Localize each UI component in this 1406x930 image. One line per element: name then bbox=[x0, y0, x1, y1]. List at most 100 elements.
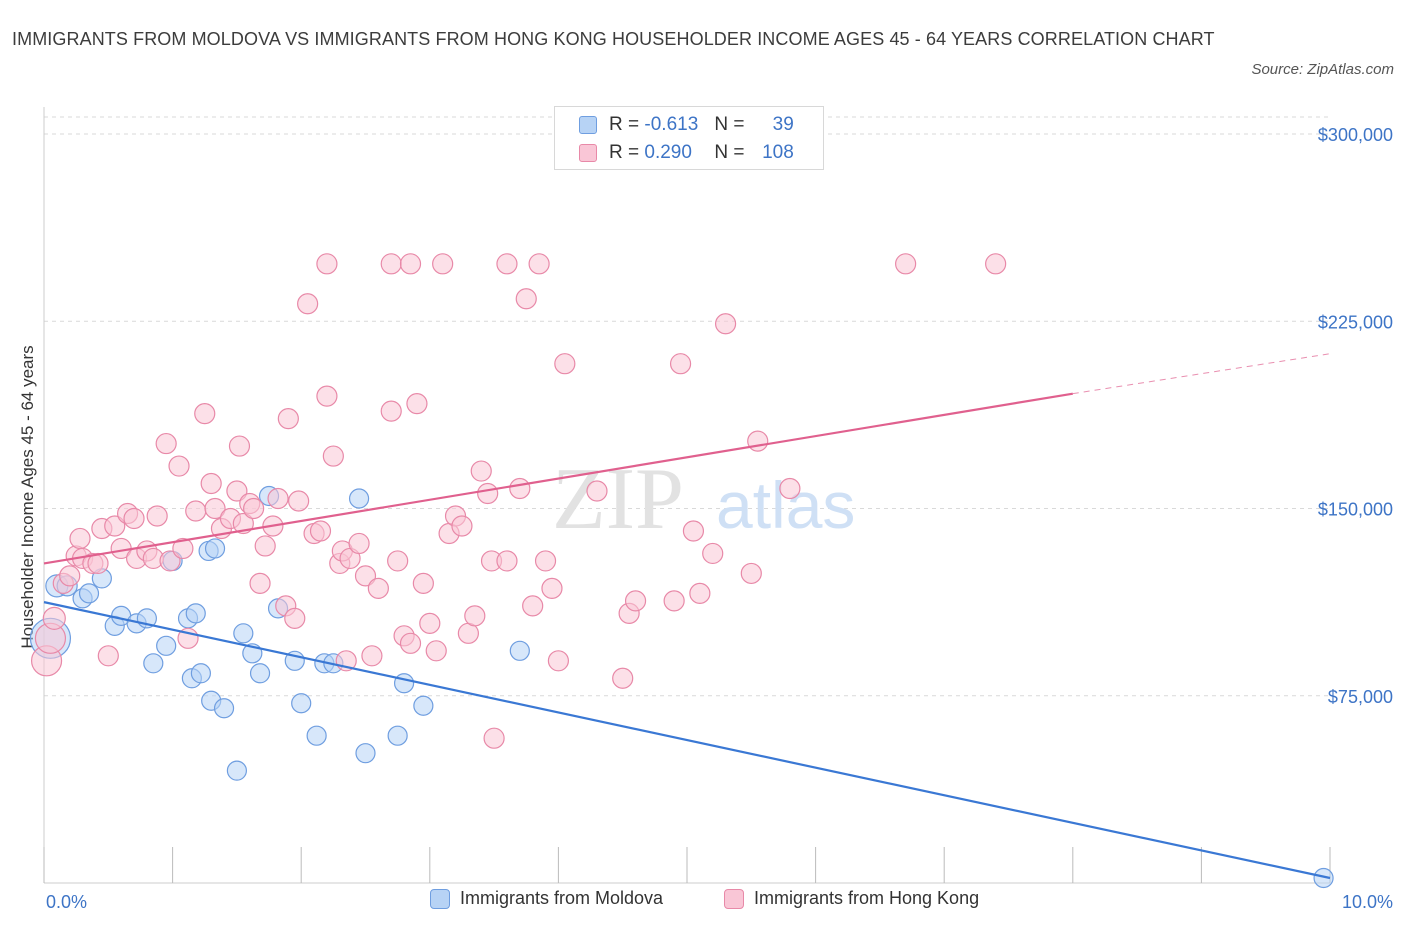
point-hongkong bbox=[682, 520, 705, 542]
point-hongkong bbox=[104, 515, 126, 537]
legend-r-value: -0.613 bbox=[644, 114, 699, 135]
point-hongkong bbox=[419, 612, 441, 634]
chart-title: IMMIGRANTS FROM MOLDOVA VS IMMIGRANTS FR… bbox=[12, 29, 1215, 49]
point-moldova bbox=[306, 725, 327, 746]
point-hongkong bbox=[159, 550, 181, 572]
point-hongkong bbox=[354, 565, 377, 587]
point-hongkong bbox=[380, 253, 402, 275]
legend-swatch bbox=[430, 888, 450, 909]
legend-swatch-hongkong bbox=[579, 144, 597, 162]
point-hongkong bbox=[477, 482, 499, 505]
point-hongkong bbox=[297, 293, 319, 315]
point-hongkong bbox=[155, 432, 177, 455]
point-hongkong bbox=[277, 408, 299, 430]
point-hongkong bbox=[496, 253, 518, 275]
point-hongkong bbox=[470, 460, 492, 482]
watermark-zip: ZIP bbox=[552, 451, 684, 548]
legend-item-moldova[interactable]: Immigrants from Moldova bbox=[430, 888, 663, 909]
point-hongkong bbox=[172, 537, 194, 560]
point-hongkong bbox=[612, 667, 634, 689]
point-hongkong bbox=[232, 512, 254, 535]
point-hongkong bbox=[69, 527, 91, 550]
point-hongkong bbox=[226, 480, 248, 502]
point-hongkong bbox=[406, 393, 428, 415]
point-hongkong bbox=[432, 253, 454, 275]
legend-n-value: 108 bbox=[762, 142, 794, 163]
trend-lines bbox=[43, 353, 1331, 880]
point-hongkong bbox=[97, 645, 119, 667]
legend-r-label: R = bbox=[609, 142, 640, 163]
point-hongkong bbox=[669, 353, 692, 375]
point-hongkong bbox=[451, 515, 473, 537]
legend-swatch bbox=[724, 888, 744, 909]
point-moldova bbox=[213, 698, 235, 719]
legend-n-label: N = bbox=[714, 142, 745, 163]
point-moldova bbox=[1313, 867, 1334, 889]
legend-row-hongkong: R = 0.290 N = 108 bbox=[579, 139, 794, 167]
point-hongkong bbox=[387, 550, 409, 572]
point-hongkong bbox=[624, 590, 647, 612]
stats-legend: R = -0.613 N = 39 R = 0.290 N = 108 bbox=[554, 106, 824, 170]
point-moldova bbox=[413, 695, 434, 716]
point-hongkong bbox=[528, 253, 550, 275]
point-moldova bbox=[156, 635, 177, 656]
point-hongkong bbox=[309, 520, 332, 542]
point-moldova bbox=[387, 725, 408, 746]
point-hongkong bbox=[267, 487, 289, 510]
point-hongkong bbox=[586, 480, 608, 502]
point-moldova bbox=[185, 603, 206, 624]
point-hongkong bbox=[399, 632, 422, 654]
trend-line-hongkong bbox=[43, 392, 1073, 565]
series-legend: Immigrants from Moldova Immigrants from … bbox=[0, 888, 1406, 916]
point-hongkong bbox=[541, 577, 563, 599]
y-tick-label: $75,000 bbox=[1328, 687, 1393, 707]
point-hongkong bbox=[509, 477, 531, 500]
point-hongkong bbox=[200, 472, 222, 495]
point-hongkong bbox=[747, 430, 769, 452]
point-hongkong bbox=[194, 403, 216, 425]
legend-item-hongkong[interactable]: Immigrants from Hong Kong bbox=[724, 888, 979, 909]
data-points bbox=[29, 253, 1334, 889]
point-hongkong bbox=[204, 497, 226, 520]
point-hongkong bbox=[702, 542, 724, 565]
point-hongkong bbox=[399, 253, 422, 275]
legend-label: Immigrants from Hong Kong bbox=[754, 888, 980, 908]
point-hongkong bbox=[284, 607, 306, 629]
point-hongkong bbox=[185, 500, 207, 522]
point-hongkong bbox=[146, 505, 168, 527]
point-hongkong bbox=[740, 562, 762, 585]
legend-r-value: 0.290 bbox=[644, 142, 692, 163]
point-hongkong bbox=[42, 606, 66, 630]
point-hongkong bbox=[254, 535, 276, 557]
legend-n-label: N = bbox=[714, 114, 745, 135]
point-hongkong bbox=[361, 645, 383, 667]
point-moldova bbox=[348, 488, 370, 509]
x-tick-label: 10.0% bbox=[1342, 892, 1393, 912]
point-hongkong bbox=[534, 550, 557, 572]
legend-row-moldova: R = -0.613 N = 39 bbox=[579, 111, 794, 139]
y-tick-label: $300,000 bbox=[1318, 125, 1393, 145]
point-hongkong bbox=[243, 497, 265, 520]
legend-r-label: R = bbox=[609, 114, 640, 135]
point-hongkong bbox=[59, 565, 81, 587]
point-hongkong bbox=[348, 532, 370, 555]
point-hongkong bbox=[496, 550, 518, 572]
point-moldova bbox=[204, 538, 226, 559]
point-hongkong bbox=[249, 572, 271, 595]
x-tick-label: 0.0% bbox=[46, 892, 87, 912]
point-moldova bbox=[233, 623, 254, 644]
point-moldova bbox=[509, 640, 530, 661]
gridlines bbox=[44, 116, 1330, 697]
trend-line-moldova bbox=[43, 601, 1331, 880]
trend-line-hongkong-extension bbox=[1072, 353, 1331, 395]
chart-source: Source: ZipAtlas.com bbox=[1251, 61, 1394, 78]
point-hongkong bbox=[547, 650, 570, 672]
point-hongkong bbox=[985, 253, 1007, 275]
point-hongkong bbox=[779, 477, 801, 500]
y-tick-label: $225,000 bbox=[1318, 312, 1393, 332]
point-hongkong bbox=[380, 400, 402, 422]
point-hongkong bbox=[483, 727, 505, 749]
point-moldova bbox=[291, 693, 312, 714]
point-moldova bbox=[226, 760, 247, 781]
